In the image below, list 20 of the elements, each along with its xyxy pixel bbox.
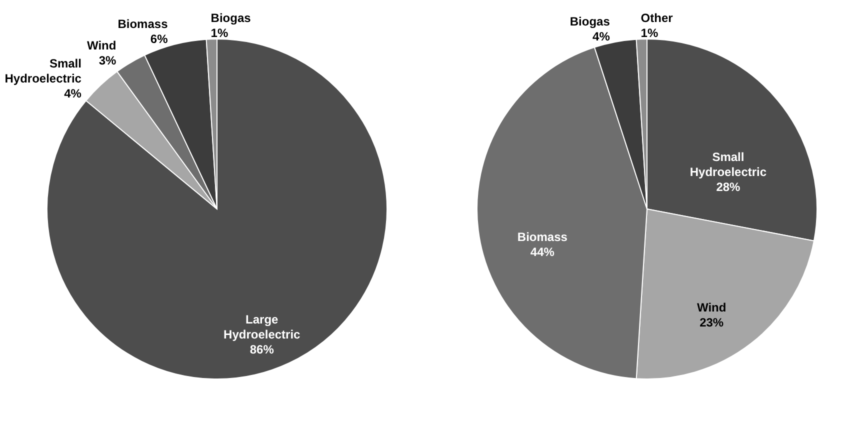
data-label: 1% — [640, 26, 658, 40]
slice-label: Other — [640, 11, 674, 26]
data-label: 28% — [716, 180, 741, 194]
data-label: 4% — [64, 86, 82, 101]
data-label: 44% — [530, 245, 555, 260]
data-label: 23% — [700, 315, 724, 330]
data-label: 6% — [150, 32, 168, 46]
slice-label: Small Hydroelectric — [4, 56, 82, 86]
data-label: 1% — [210, 26, 228, 40]
slice-label: Wind — [86, 38, 116, 53]
data-label: 3% — [98, 54, 117, 68]
slice-label: Biogas — [210, 11, 252, 26]
data-label: 4% — [592, 30, 610, 44]
slice-label: Biomass — [118, 17, 168, 32]
data-label: 86% — [250, 342, 274, 356]
slice-label: Large Hydroelectric — [224, 312, 301, 342]
slice-label: Biogas — [570, 14, 610, 29]
slice-label: Small Hydroelectric — [690, 150, 767, 179]
slice-label: Wind — [696, 300, 726, 314]
slice-label: Biomass — [517, 230, 568, 244]
